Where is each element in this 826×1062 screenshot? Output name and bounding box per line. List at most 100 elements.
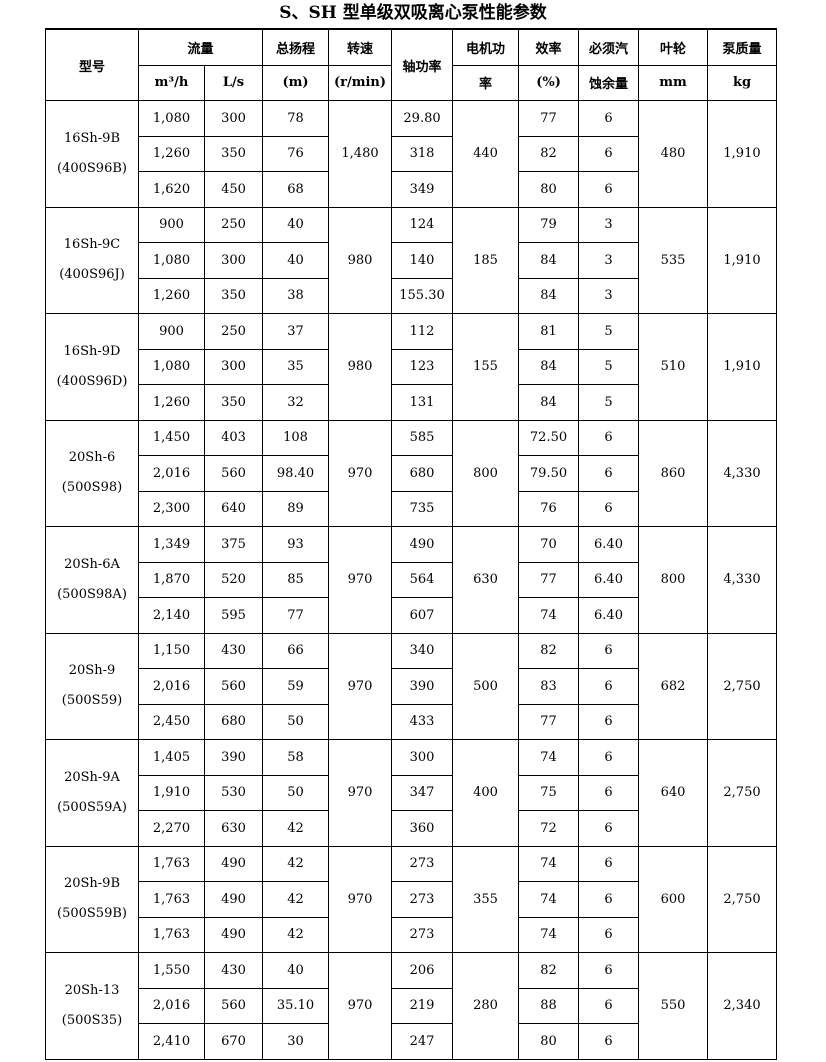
cell-head: 66	[262, 632, 330, 669]
cell-impeller: 800	[638, 526, 709, 634]
cell-motor-power: 400	[452, 739, 520, 847]
model-alt-name: (500S98A)	[57, 586, 127, 602]
header-efficiency: 效率	[518, 28, 580, 66]
cell-mass: 1,910	[707, 206, 778, 314]
header-efficiency-unit: (%)	[518, 64, 580, 101]
cell-head: 76	[262, 135, 330, 172]
cell-efficiency: 80	[518, 1023, 580, 1060]
cell-head: 108	[262, 419, 330, 456]
model-alt-name: (500S59)	[61, 693, 123, 709]
cell-flow-ls: 490	[203, 881, 264, 918]
cell-efficiency: 72.50	[518, 419, 580, 456]
cell-npsh: 6	[578, 845, 640, 882]
cell-impeller: 640	[638, 739, 709, 847]
cell-head: 42	[262, 916, 330, 953]
cell-mass: 2,750	[707, 632, 778, 740]
cell-motor-power: 440	[452, 100, 520, 208]
cell-shaft-power: 300	[391, 739, 454, 776]
cell-efficiency: 79.50	[518, 455, 580, 492]
cell-npsh: 6	[578, 668, 640, 705]
cell-flow-m3h: 1,763	[138, 881, 205, 918]
cell-shaft-power: 123	[391, 348, 454, 385]
cell-efficiency: 77	[518, 100, 580, 137]
cell-efficiency: 83	[518, 668, 580, 705]
cell-head: 68	[262, 171, 330, 208]
cell-flow-ls: 490	[203, 916, 264, 953]
cell-shaft-power: 347	[391, 774, 454, 811]
cell-model: 20Sh-9A (500S59A)	[45, 739, 139, 847]
cell-flow-m3h: 1,349	[138, 526, 205, 563]
cell-speed: 970	[328, 845, 393, 953]
cell-flow-ls: 560	[203, 455, 264, 492]
cell-flow-m3h: 2,140	[138, 597, 205, 634]
cell-speed: 970	[328, 952, 393, 1060]
cell-flow-ls: 430	[203, 632, 264, 669]
cell-head: 58	[262, 739, 330, 776]
table-row: 16Sh-9D (400S96D) 900 250 37 980 112 155 81 5 510 1…	[45, 313, 778, 421]
cell-mass: 2,340	[707, 952, 778, 1060]
cell-efficiency: 82	[518, 632, 580, 669]
pump-parameter-table: 型号 流量 总扬程 转速 轴功率 电机功 效率 必须汽 叶轮 泵质量 m³/h …	[45, 28, 778, 1060]
cell-flow-ls: 560	[203, 668, 264, 705]
cell-model: 20Sh-9B (500S59B)	[45, 845, 139, 953]
cell-npsh: 6	[578, 774, 640, 811]
cell-npsh: 6	[578, 135, 640, 172]
model-name: 20Sh-9	[68, 663, 116, 679]
table-row: 1,910 530 50 347 75 6	[46, 774, 777, 811]
cell-speed: 970	[328, 526, 393, 634]
cell-flow-ls: 300	[203, 348, 264, 385]
cell-efficiency: 81	[518, 313, 580, 350]
cell-npsh: 3	[578, 242, 640, 279]
model-alt-name: (500S59A)	[57, 799, 127, 815]
model-name: 20Sh-6	[68, 450, 116, 466]
cell-flow-m3h: 1,870	[138, 561, 205, 598]
table-row: 20Sh-9A (500S59A) 1,405 390 58 970 300 400 74 6 64…	[45, 739, 778, 847]
cell-motor-power: 800	[452, 419, 520, 527]
cell-shaft-power: 318	[391, 135, 454, 172]
header-shaft-power: 轴功率	[391, 28, 454, 101]
cell-impeller: 535	[638, 206, 709, 314]
cell-efficiency: 72	[518, 810, 580, 847]
cell-head: 98.40	[262, 455, 330, 492]
table-row: 20Sh-13 (500S35) 1,550 430 40 970 206 280 82 6 550…	[45, 952, 778, 1060]
cell-flow-m3h: 2,410	[138, 1023, 205, 1060]
cell-flow-ls: 300	[203, 242, 264, 279]
cell-efficiency: 79	[518, 206, 580, 243]
cell-speed: 970	[328, 739, 393, 847]
cell-efficiency: 74	[518, 881, 580, 918]
cell-npsh: 6.40	[578, 561, 640, 598]
cell-shaft-power: 206	[391, 952, 454, 989]
cell-flow-m3h: 2,300	[138, 490, 205, 527]
cell-model: 20Sh-13 (500S35)	[45, 952, 139, 1060]
cell-flow-ls: 250	[203, 206, 264, 243]
table-row: 2,410 670 30 247 80 6	[46, 1023, 777, 1060]
cell-shaft-power: 735	[391, 490, 454, 527]
model-name: 16Sh-9B	[63, 130, 121, 146]
cell-npsh: 6	[578, 810, 640, 847]
cell-npsh: 6	[578, 952, 640, 989]
header-flow-ls: L/s	[203, 64, 264, 101]
cell-head: 42	[262, 845, 330, 882]
cell-flow-m3h: 1,080	[138, 348, 205, 385]
cell-efficiency: 74	[518, 597, 580, 634]
cell-head: 35.10	[262, 987, 330, 1024]
cell-npsh: 5	[578, 313, 640, 350]
cell-shaft-power: 349	[391, 171, 454, 208]
model-name: 20Sh-13	[64, 982, 120, 998]
model-name: 16Sh-9D	[63, 343, 121, 359]
header-impeller: 叶轮	[638, 28, 709, 66]
cell-flow-m3h: 1,450	[138, 419, 205, 456]
header-speed: 转速	[328, 28, 393, 66]
table-row: 1,870 520 85 564 77 6.40	[46, 561, 777, 598]
cell-model: 16Sh-9D (400S96D)	[45, 313, 139, 421]
table-row: 20Sh-9 (500S59) 1,150 430 66 970 340 500 82 6 682 2…	[45, 632, 778, 740]
cell-motor-power: 155	[452, 313, 520, 421]
cell-shaft-power: 273	[391, 881, 454, 918]
cell-efficiency: 82	[518, 952, 580, 989]
cell-flow-m3h: 1,763	[138, 916, 205, 953]
cell-mass: 2,750	[707, 845, 778, 953]
cell-head: 59	[262, 668, 330, 705]
model-name: 20Sh-9B	[63, 876, 121, 892]
cell-flow-m3h: 900	[138, 206, 205, 243]
cell-flow-m3h: 1,620	[138, 171, 205, 208]
